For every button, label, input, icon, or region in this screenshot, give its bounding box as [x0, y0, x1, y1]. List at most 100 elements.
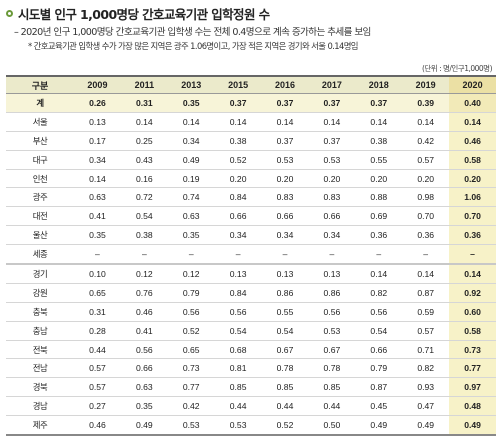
value-cell: –: [120, 244, 168, 265]
column-header-year: 2020: [449, 75, 497, 94]
region-cell: 서울: [6, 112, 74, 132]
value-cell: 0.14: [308, 112, 356, 132]
value-cell: 0.36: [402, 225, 450, 246]
column-header-year: 2011: [120, 75, 168, 94]
value-cell: –: [167, 244, 215, 265]
value-cell: 0.93: [402, 377, 450, 398]
value-cell: 0.77: [167, 377, 215, 398]
table-row: 부산 0.17 0.25 0.34 0.38 0.37 0.37 0.38 0.42 0.46: [6, 131, 497, 151]
value-cell: 0.86: [308, 283, 356, 303]
value-cell: 0.42: [402, 131, 450, 151]
value-cell: 0.65: [167, 340, 215, 360]
value-cell: 0.82: [402, 358, 450, 379]
table-row: 전북 0.44 0.56 0.65 0.68 0.67 0.67 0.66 0.71 0.73: [6, 340, 497, 360]
value-cell: 0.82: [355, 283, 403, 303]
table-row: 광주 0.63 0.72 0.74 0.84 0.83 0.83 0.88 0.98 1.06: [6, 187, 497, 208]
value-cell: 0.58: [449, 150, 497, 170]
value-cell: 0.37: [214, 93, 262, 113]
value-cell: –: [308, 244, 356, 265]
value-cell: 0.19: [167, 169, 215, 189]
table-header-row: 구분 2009 2011 2013 2015 2016 2017 2018 2019 2020: [6, 75, 497, 94]
value-cell: 0.14: [449, 262, 497, 284]
value-cell: 0.13: [261, 262, 309, 284]
value-cell: 0.71: [402, 340, 450, 360]
table-row: 대전 0.41 0.54 0.63 0.66 0.66 0.66 0.69 0.70 0.70: [6, 206, 497, 227]
region-cell: 전남: [6, 358, 74, 379]
value-cell: 0.83: [308, 187, 356, 208]
region-cell: 울산: [6, 225, 74, 246]
column-header-year: 2017: [308, 75, 356, 94]
value-cell: 0.14: [261, 112, 309, 132]
column-header-year: 2018: [355, 75, 403, 94]
value-cell: 0.54: [261, 321, 309, 341]
column-header-year: 2009: [74, 75, 121, 94]
value-cell: 0.44: [261, 396, 309, 417]
value-cell: –: [214, 244, 262, 265]
value-cell: 0.87: [355, 377, 403, 398]
value-cell: 0.42: [167, 396, 215, 417]
value-cell: 0.20: [449, 169, 497, 189]
value-cell: 0.88: [355, 187, 403, 208]
unit-label: (단위 : 명/인구1,000명): [421, 64, 493, 73]
value-cell: 0.69: [355, 206, 403, 227]
region-cell: 인천: [6, 169, 74, 189]
value-cell: 0.53: [167, 415, 215, 436]
value-cell: 0.56: [308, 302, 356, 322]
value-cell: 0.38: [120, 225, 168, 246]
value-cell: –: [402, 244, 450, 265]
value-cell: 0.34: [261, 225, 309, 246]
value-cell: 0.57: [402, 321, 450, 341]
value-cell: 0.49: [355, 415, 403, 436]
value-cell: 0.73: [167, 358, 215, 379]
value-cell: 0.37: [261, 131, 309, 151]
value-cell: 0.20: [402, 169, 450, 189]
region-cell: 충북: [6, 302, 74, 322]
value-cell: 0.49: [402, 415, 450, 436]
value-cell: 0.77: [449, 358, 497, 379]
value-cell: 0.68: [214, 340, 262, 360]
table-row: 인천 0.14 0.16 0.19 0.20 0.20 0.20 0.20 0.20 0.20: [6, 169, 497, 189]
value-cell: –: [74, 244, 121, 265]
table-row: 경남 0.27 0.35 0.42 0.44 0.44 0.44 0.45 0.47 0.48: [6, 396, 497, 417]
value-cell: 0.83: [261, 187, 309, 208]
region-cell: 경기: [6, 262, 74, 284]
value-cell: 0.57: [74, 377, 121, 398]
value-cell: 0.67: [261, 340, 309, 360]
table-row: 충남 0.28 0.41 0.52 0.54 0.54 0.53 0.54 0.57 0.58: [6, 321, 497, 341]
region-cell: 부산: [6, 131, 74, 151]
value-cell: 0.10: [74, 262, 121, 284]
value-cell: 0.38: [355, 131, 403, 151]
table-row: 제주 0.46 0.49 0.53 0.53 0.52 0.50 0.49 0.49 0.49: [6, 415, 497, 436]
value-cell: 0.78: [261, 358, 309, 379]
value-cell: 0.49: [167, 150, 215, 170]
region-cell: 광주: [6, 187, 74, 208]
value-cell: 0.67: [308, 340, 356, 360]
value-cell: 0.48: [449, 396, 497, 417]
region-cell: 대전: [6, 206, 74, 227]
value-cell: 0.39: [402, 93, 450, 113]
column-header-year: 2013: [167, 75, 215, 94]
value-cell: 0.34: [308, 225, 356, 246]
value-cell: –: [449, 244, 497, 265]
admission-table: 구분 2009 2011 2013 2015 2016 2017 2018 2019 2020 계…: [6, 75, 497, 436]
total-row: 계 0.26 0.31 0.35 0.37 0.37 0.37 0.37 0.39 0.40: [6, 93, 497, 113]
value-cell: 0.12: [167, 262, 215, 284]
value-cell: 0.78: [308, 358, 356, 379]
value-cell: 0.13: [308, 262, 356, 284]
value-cell: 0.79: [355, 358, 403, 379]
value-cell: 0.20: [308, 169, 356, 189]
value-cell: 0.46: [120, 302, 168, 322]
value-cell: 0.56: [214, 302, 262, 322]
region-cell: 계: [6, 93, 74, 113]
subtitle: – 2020년 인구 1,000명당 간호교육기관 입학생 수는 전체 0.4명…: [14, 27, 371, 38]
value-cell: 0.60: [449, 302, 497, 322]
value-cell: 0.14: [402, 262, 450, 284]
column-header-category: 구분: [6, 75, 74, 94]
table-row: 경북 0.57 0.63 0.77 0.85 0.85 0.85 0.87 0.93 0.97: [6, 377, 497, 398]
value-cell: 0.52: [167, 321, 215, 341]
value-cell: 0.36: [449, 225, 497, 246]
value-cell: 0.56: [355, 302, 403, 322]
value-cell: 0.17: [74, 131, 121, 151]
value-cell: 0.53: [308, 321, 356, 341]
value-cell: 0.79: [167, 283, 215, 303]
